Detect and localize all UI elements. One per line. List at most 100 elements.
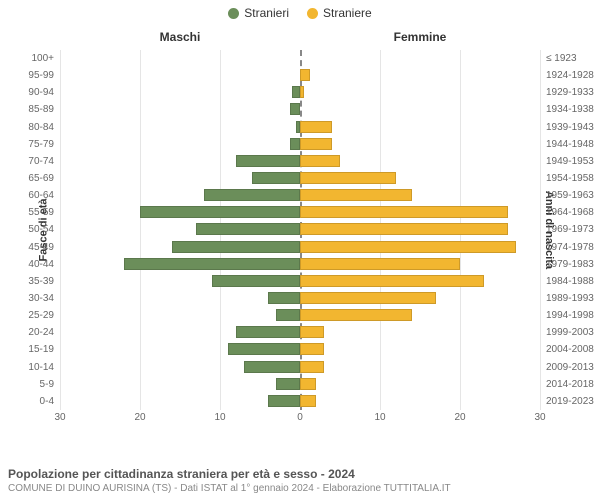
bar-male	[276, 309, 300, 321]
bar-male	[228, 343, 300, 355]
bar-male	[212, 275, 300, 287]
age-row	[60, 221, 540, 238]
age-row	[60, 359, 540, 376]
birth-year-label: 1954-1958	[546, 170, 600, 187]
legend-label-male: Stranieri	[244, 6, 289, 20]
bar-male	[124, 258, 300, 270]
age-row	[60, 256, 540, 273]
bar-male	[196, 223, 300, 235]
bar-male	[244, 361, 300, 373]
age-row	[60, 101, 540, 118]
age-row	[60, 136, 540, 153]
age-bracket-label: 0-4	[10, 393, 54, 410]
age-bracket-label: 15-19	[10, 341, 54, 358]
birth-year-label: 1999-2003	[546, 324, 600, 341]
age-bracket-label: 35-39	[10, 273, 54, 290]
age-row	[60, 170, 540, 187]
bar-female	[300, 378, 316, 390]
bar-male	[236, 155, 300, 167]
bar-female	[300, 361, 324, 373]
age-bracket-label: 80-84	[10, 119, 54, 136]
legend-swatch-male	[228, 8, 239, 19]
age-row	[60, 239, 540, 256]
age-bracket-label: 25-29	[10, 307, 54, 324]
header-female: Femmine	[300, 30, 540, 44]
pyramid-chart: Maschi Femmine Fasce di età Anni di nasc…	[60, 30, 540, 430]
birth-year-label: 1929-1933	[546, 84, 600, 101]
legend-item-female: Straniere	[307, 6, 372, 20]
age-bracket-label: 55-59	[10, 204, 54, 221]
birth-year-label: 1969-1973	[546, 221, 600, 238]
birth-year-label: 1979-1983	[546, 256, 600, 273]
bar-male	[276, 378, 300, 390]
grid-line	[540, 50, 541, 410]
x-tick-label: 30	[534, 412, 545, 423]
birth-year-label: 2009-2013	[546, 359, 600, 376]
birth-year-label: 1944-1948	[546, 136, 600, 153]
age-bracket-label: 60-64	[10, 187, 54, 204]
birth-year-label: 1994-1998	[546, 307, 600, 324]
bar-female	[300, 155, 340, 167]
age-bracket-label: 5-9	[10, 376, 54, 393]
age-bracket-label: 10-14	[10, 359, 54, 376]
bar-male	[172, 241, 300, 253]
birth-year-label: 1964-1968	[546, 204, 600, 221]
legend: Stranieri Straniere	[0, 0, 600, 20]
bar-male	[236, 326, 300, 338]
bar-female	[300, 241, 516, 253]
x-tick-label: 10	[214, 412, 225, 423]
age-bracket-label: 95-99	[10, 67, 54, 84]
age-bracket-label: 90-94	[10, 84, 54, 101]
bar-female	[300, 189, 412, 201]
age-bracket-label: 30-34	[10, 290, 54, 307]
bar-female	[300, 86, 304, 98]
birth-year-label: 1974-1978	[546, 239, 600, 256]
age-row	[60, 50, 540, 67]
x-tick-label: 0	[297, 412, 303, 423]
age-bracket-label: 85-89	[10, 101, 54, 118]
birth-year-label: 1924-1928	[546, 67, 600, 84]
header-male: Maschi	[60, 30, 300, 44]
birth-year-label: 2014-2018	[546, 376, 600, 393]
footer-title: Popolazione per cittadinanza straniera p…	[8, 467, 592, 481]
bar-male	[268, 395, 300, 407]
age-bracket-label: 65-69	[10, 170, 54, 187]
bar-male	[140, 206, 300, 218]
birth-year-label: 1984-1988	[546, 273, 600, 290]
age-bracket-label: 20-24	[10, 324, 54, 341]
bar-female	[300, 121, 332, 133]
bar-female	[300, 343, 324, 355]
bar-male	[292, 86, 300, 98]
bar-male	[290, 103, 300, 115]
footer-subtitle: COMUNE DI DUINO AURISINA (TS) - Dati IST…	[8, 483, 592, 494]
x-tick-label: 10	[374, 412, 385, 423]
x-tick-label: 20	[134, 412, 145, 423]
birth-year-label: 1959-1963	[546, 187, 600, 204]
age-row	[60, 187, 540, 204]
bar-female	[300, 172, 396, 184]
birth-year-label: 1934-1938	[546, 101, 600, 118]
age-row	[60, 307, 540, 324]
bar-male	[268, 292, 300, 304]
x-tick-label: 20	[454, 412, 465, 423]
bar-female	[300, 138, 332, 150]
birth-year-label: 1989-1993	[546, 290, 600, 307]
age-bracket-label: 40-44	[10, 256, 54, 273]
age-bracket-label: 75-79	[10, 136, 54, 153]
plot-area: 3020100102030 100+≤ 192395-991924-192890…	[60, 50, 540, 410]
birth-year-label: 2019-2023	[546, 393, 600, 410]
age-row	[60, 376, 540, 393]
birth-year-label: 1949-1953	[546, 153, 600, 170]
age-bracket-label: 50-54	[10, 221, 54, 238]
age-row	[60, 204, 540, 221]
age-row	[60, 84, 540, 101]
age-bracket-label: 100+	[10, 50, 54, 67]
chart-footer: Popolazione per cittadinanza straniera p…	[8, 467, 592, 494]
bar-female	[300, 223, 508, 235]
legend-label-female: Straniere	[323, 6, 372, 20]
bar-female	[300, 206, 508, 218]
bar-male	[204, 189, 300, 201]
birth-year-label: ≤ 1923	[546, 50, 600, 67]
age-row	[60, 290, 540, 307]
legend-swatch-female	[307, 8, 318, 19]
